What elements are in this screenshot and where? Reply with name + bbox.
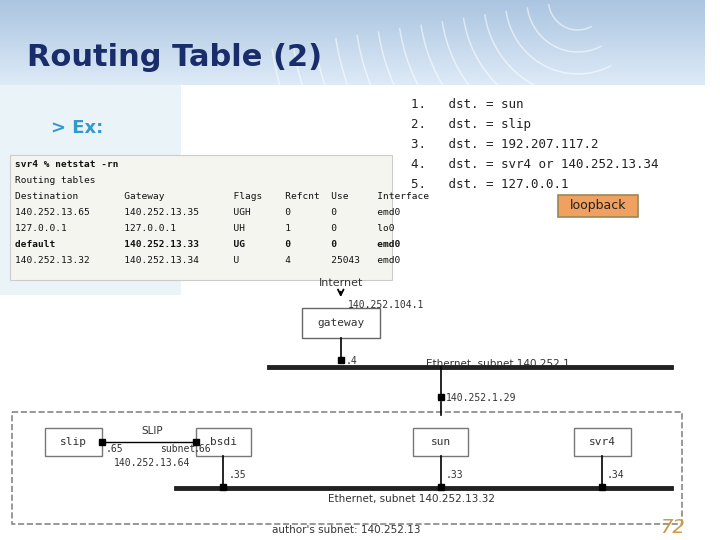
Text: sun: sun <box>431 437 451 447</box>
Text: 140.252.104.1: 140.252.104.1 <box>348 300 424 310</box>
Text: Routing Table (2): Routing Table (2) <box>27 44 323 72</box>
Text: default            140.252.13.33      UG       0       0       emd0: default 140.252.13.33 UG 0 0 emd0 <box>14 240 400 249</box>
Text: svr4: svr4 <box>589 437 616 447</box>
Text: 72: 72 <box>661 518 685 537</box>
Text: loopback: loopback <box>570 199 626 212</box>
FancyBboxPatch shape <box>196 428 251 456</box>
Text: 140.252.13.65      140.252.13.35      UGH      0       0       emd0: 140.252.13.65 140.252.13.35 UGH 0 0 emd0 <box>14 208 400 218</box>
Bar <box>10 155 392 280</box>
Text: .4: .4 <box>346 356 357 366</box>
FancyBboxPatch shape <box>12 412 683 524</box>
FancyBboxPatch shape <box>558 195 639 217</box>
Text: 3.   dst. = 192.207.117.2: 3. dst. = 192.207.117.2 <box>411 138 599 151</box>
Text: gateway: gateway <box>317 318 364 328</box>
Text: Routing tables: Routing tables <box>14 177 95 185</box>
Text: .34: .34 <box>607 470 625 480</box>
Text: bsdi: bsdi <box>210 437 237 447</box>
Text: 127.0.0.1          127.0.0.1          UH       1       0       lo0: 127.0.0.1 127.0.0.1 UH 1 0 lo0 <box>14 225 394 233</box>
Text: 2.   dst. = slip: 2. dst. = slip <box>411 118 531 131</box>
Text: .66: .66 <box>194 444 212 454</box>
Text: svr4 % netstat -rn: svr4 % netstat -rn <box>14 160 118 170</box>
Text: 1.   dst. = sun: 1. dst. = sun <box>411 98 523 111</box>
Text: author's subnet: 140.252.13: author's subnet: 140.252.13 <box>272 525 421 535</box>
Text: Destination        Gateway            Flags    Refcnt  Use     Interface: Destination Gateway Flags Refcnt Use Int… <box>14 192 428 201</box>
Text: > Ex:: > Ex: <box>51 119 103 137</box>
Text: slip: slip <box>60 437 87 447</box>
Text: Ethernet, subnet 140.252.1: Ethernet, subnet 140.252.1 <box>426 359 570 369</box>
FancyBboxPatch shape <box>413 428 468 456</box>
Text: Internet: Internet <box>318 278 363 288</box>
Bar <box>0 85 705 540</box>
Text: 140.252.13.64: 140.252.13.64 <box>114 458 190 468</box>
FancyBboxPatch shape <box>45 428 102 456</box>
Bar <box>0 85 181 295</box>
Text: subnet: subnet <box>160 444 195 454</box>
Text: 5.   dst. = 127.0.0.1: 5. dst. = 127.0.0.1 <box>411 178 569 191</box>
Text: 4.   dst. = svr4 or 140.252.13.34: 4. dst. = svr4 or 140.252.13.34 <box>411 158 659 171</box>
Text: 140.252.1.29: 140.252.1.29 <box>446 393 516 403</box>
Text: .35: .35 <box>228 470 246 480</box>
FancyBboxPatch shape <box>302 308 380 338</box>
Text: Ethernet, subnet 140.252.13.32: Ethernet, subnet 140.252.13.32 <box>328 494 495 504</box>
Text: 140.252.13.32      140.252.13.34      U        4       25043   emd0: 140.252.13.32 140.252.13.34 U 4 25043 em… <box>14 256 400 265</box>
FancyBboxPatch shape <box>574 428 631 456</box>
Text: SLIP: SLIP <box>141 426 163 436</box>
Text: .33: .33 <box>446 470 463 480</box>
Text: .65: .65 <box>106 444 123 454</box>
